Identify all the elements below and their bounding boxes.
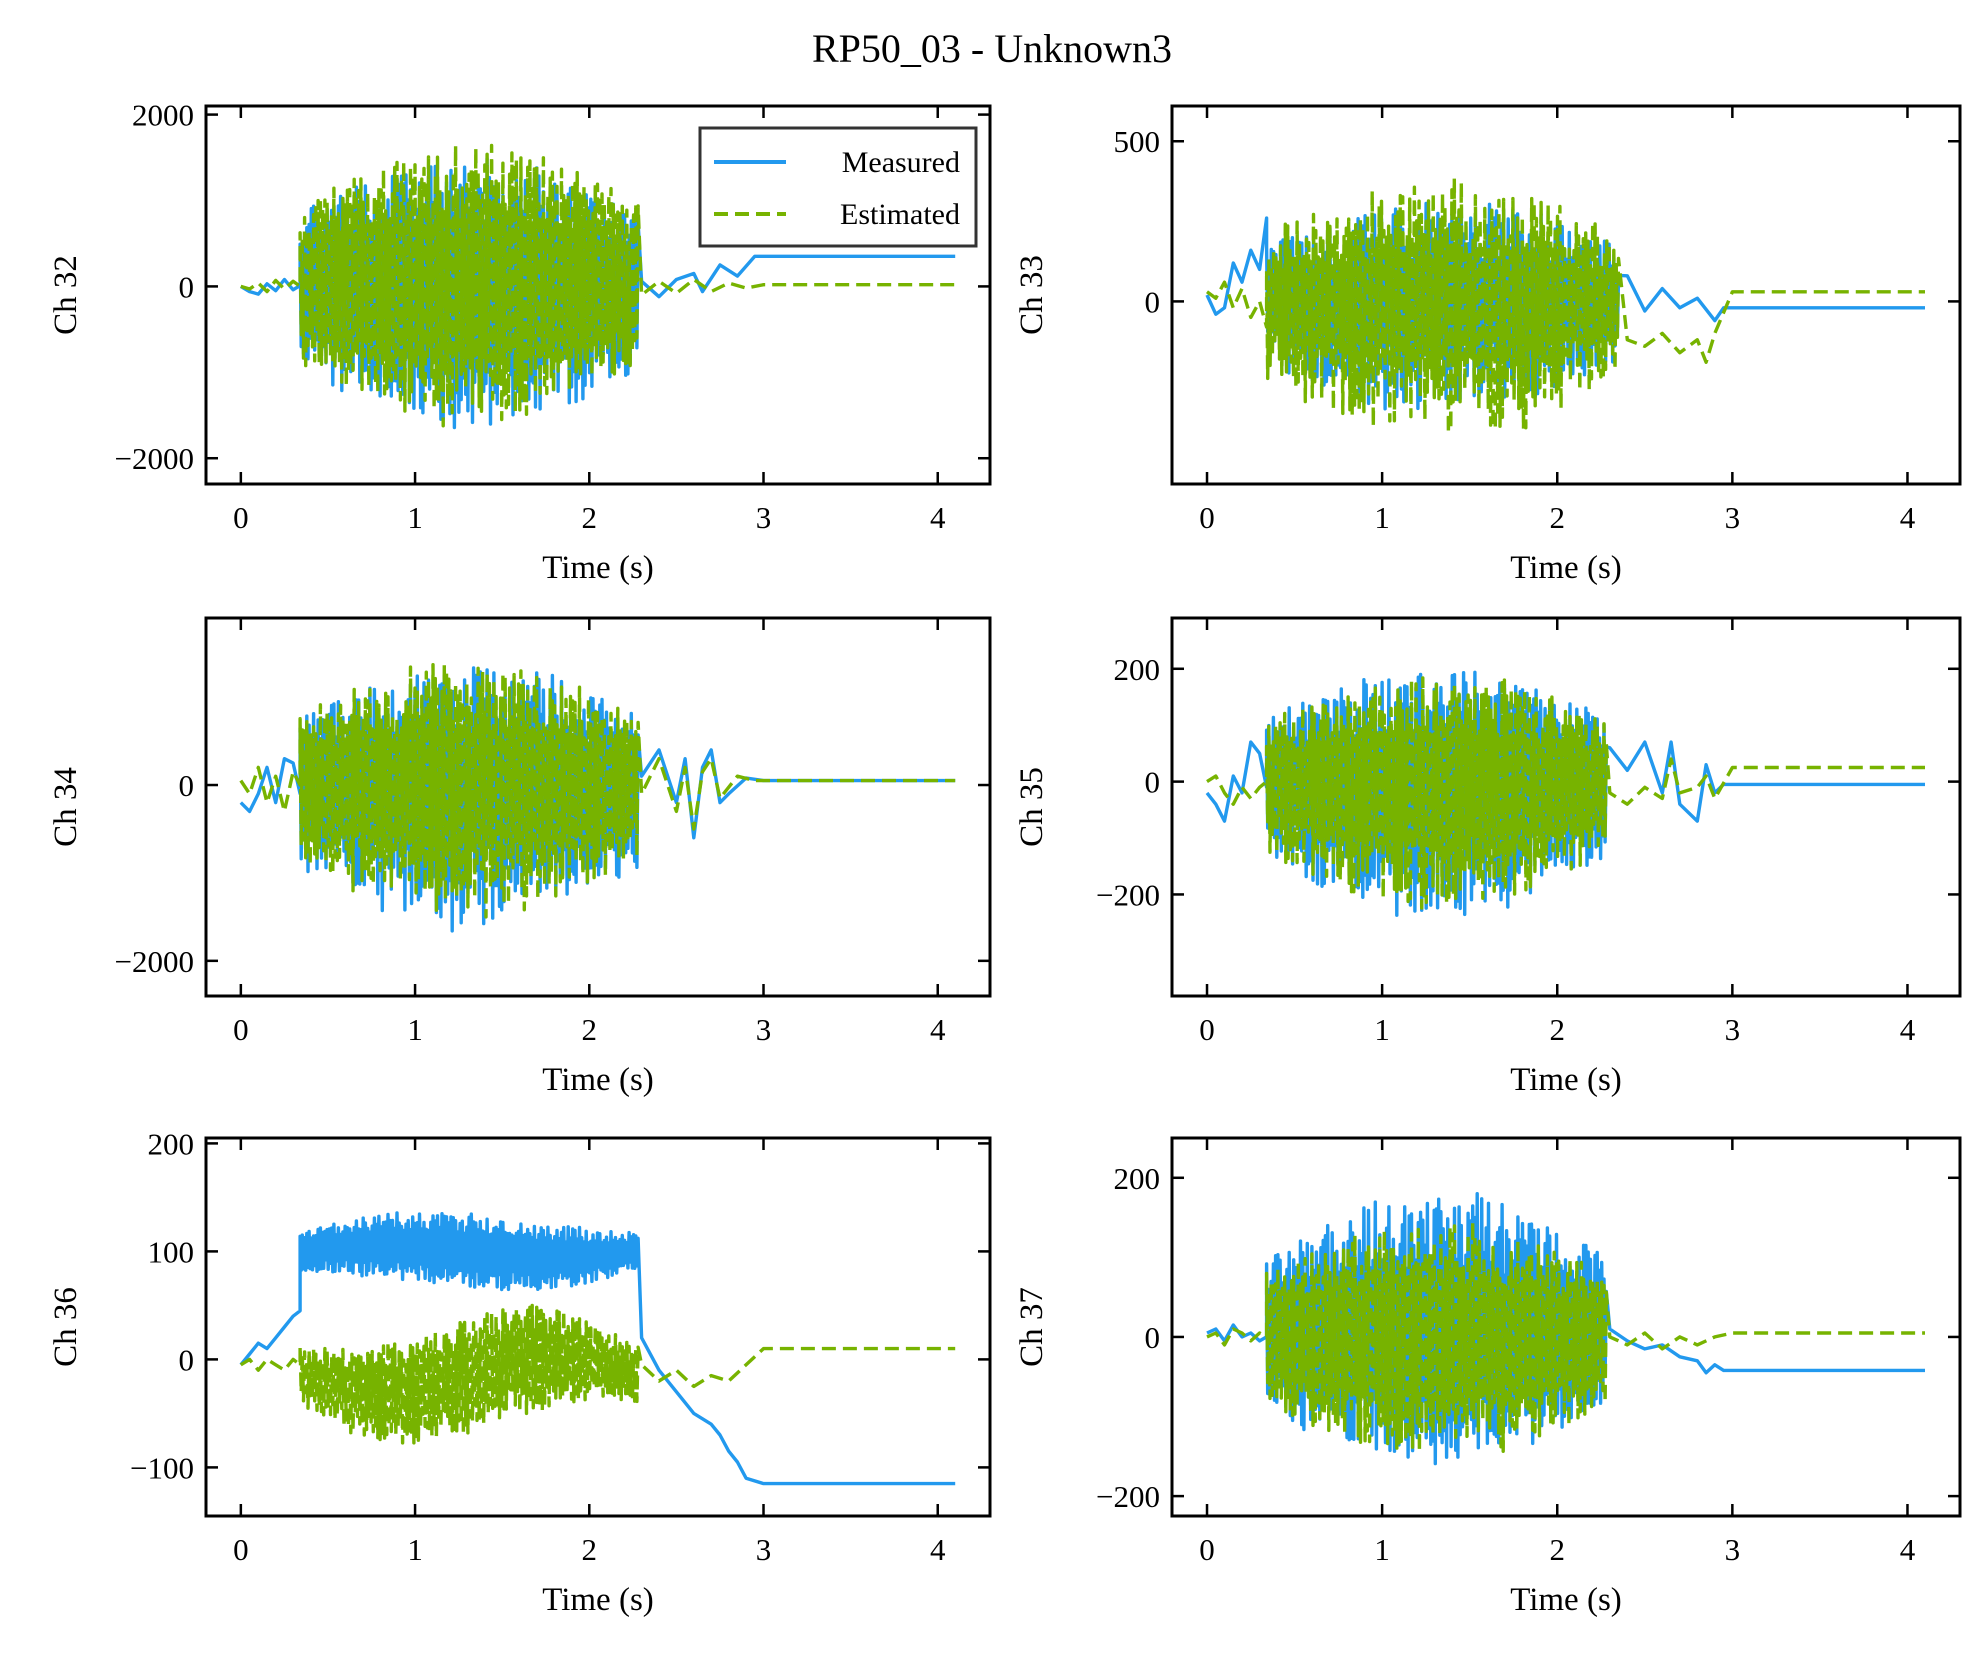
y-tick-label: 200 — [1114, 1161, 1161, 1196]
series-estimated-line — [239, 662, 956, 919]
x-axis-label: Time (s) — [542, 550, 654, 586]
x-tick-label: 2 — [582, 1532, 598, 1567]
y-tick-label: 0 — [1145, 765, 1161, 800]
x-tick-label: 1 — [1374, 500, 1390, 535]
x-tick-label: 0 — [1199, 500, 1215, 535]
legend-box — [698, 126, 978, 248]
x-axis-label: Time (s) — [1510, 1582, 1622, 1618]
legend-label-measured: Measured — [842, 146, 960, 179]
x-axis-label: Time (s) — [1510, 1062, 1622, 1098]
figure-title: RP50_03 - Unknown3 — [812, 26, 1172, 71]
plot-area — [239, 662, 956, 933]
y-axis-label: Ch 36 — [48, 1287, 84, 1367]
y-tick-label: 200 — [148, 1126, 195, 1161]
subplot-ch-32: 0 1 2 3 4 −2000 0 2000 Time (s) Ch 32 — [48, 98, 992, 586]
series-estimated-line — [239, 1303, 956, 1445]
x-axis-label: Time (s) — [542, 1582, 654, 1618]
axes-frame — [204, 616, 992, 998]
plot-area — [239, 143, 956, 430]
x-tick-label: 2 — [1549, 1532, 1565, 1567]
y-tick-label: −2000 — [115, 944, 194, 979]
series-estimated-line — [1206, 1219, 1925, 1454]
y-tick-label: −200 — [1096, 1479, 1160, 1514]
x-tick-label: 3 — [1725, 1532, 1741, 1567]
x-axis-label: Time (s) — [542, 1062, 654, 1098]
axes-frame — [1170, 616, 1962, 998]
x-tick-label: 0 — [1199, 1532, 1215, 1567]
y-tick-label: −2000 — [115, 441, 194, 476]
subplot-ch-33: 0 1 2 3 4 0 500 Time (s) Ch 33 — [1014, 104, 1962, 586]
x-tick-label: 2 — [582, 500, 598, 535]
plot-area — [1205, 670, 1925, 917]
x-tick-label: 3 — [756, 1012, 772, 1047]
x-tick-label: 2 — [582, 1012, 598, 1047]
subplot-ch-35: 0 1 2 3 4 −200 0 200 Time (s) Ch 35 — [1014, 616, 1962, 1098]
y-tick-label: 100 — [148, 1234, 195, 1269]
x-axis-label: Time (s) — [1510, 550, 1622, 586]
x-tick-label: 0 — [233, 1012, 249, 1047]
y-axis-label: Ch 32 — [48, 255, 84, 335]
y-tick-label: 200 — [1114, 652, 1161, 687]
axes-frame — [1170, 104, 1962, 486]
series-estimated-line — [1206, 176, 1925, 436]
x-tick-label: 3 — [756, 500, 772, 535]
series-measured-line — [1206, 1192, 1925, 1466]
x-tick-label: 0 — [233, 1532, 249, 1567]
x-tick-label: 3 — [1725, 500, 1741, 535]
x-tick-label: 4 — [930, 500, 946, 535]
axes-frame — [1170, 1136, 1962, 1518]
x-tick-label: 4 — [930, 1532, 946, 1567]
plot-area — [1206, 1192, 1925, 1466]
subplot-ch-36: 0 1 2 3 4 −100 0 100 200 Time (s) Ch 36 — [48, 1126, 992, 1618]
y-axis-label: Ch 33 — [1014, 255, 1050, 335]
legend: Measured Estimated — [698, 126, 978, 248]
y-tick-label: 0 — [179, 1342, 195, 1377]
y-axis-label: Ch 34 — [48, 767, 84, 847]
axes-frame — [204, 104, 992, 486]
series-estimated-line — [1206, 676, 1925, 910]
x-tick-label: 4 — [1900, 1532, 1916, 1567]
legend-label-estimated: Estimated — [840, 198, 960, 231]
y-axis-label: Ch 35 — [1014, 767, 1050, 847]
x-tick-label: 2 — [1549, 1012, 1565, 1047]
y-tick-label: −200 — [1096, 877, 1160, 912]
y-tick-label: −100 — [130, 1450, 194, 1485]
x-tick-label: 4 — [1900, 500, 1916, 535]
x-tick-label: 3 — [1725, 1012, 1741, 1047]
x-tick-label: 1 — [1374, 1532, 1390, 1567]
axes-frame — [204, 1136, 992, 1518]
y-tick-label: 2000 — [132, 98, 194, 133]
subplot-ch-37: 0 1 2 3 4 −200 0 200 Time (s) Ch 37 — [1014, 1136, 1962, 1618]
y-tick-label: 0 — [179, 768, 195, 803]
x-tick-label: 4 — [930, 1012, 946, 1047]
series-estimated-line — [240, 143, 956, 428]
x-tick-label: 0 — [233, 500, 249, 535]
y-axis-label: Ch 37 — [1014, 1287, 1050, 1367]
x-tick-label: 0 — [1199, 1012, 1215, 1047]
x-tick-label: 4 — [1900, 1012, 1916, 1047]
x-tick-label: 3 — [756, 1532, 772, 1567]
series-measured-line — [239, 1211, 956, 1486]
x-tick-label: 1 — [407, 1012, 423, 1047]
y-tick-label: 0 — [179, 269, 195, 304]
x-tick-label: 1 — [407, 500, 423, 535]
plot-area — [239, 1211, 956, 1486]
plot-area — [1205, 176, 1925, 436]
x-tick-label: 1 — [1374, 1012, 1390, 1047]
y-tick-label: 500 — [1114, 124, 1161, 159]
y-tick-label: 0 — [1145, 1320, 1161, 1355]
subplot-ch-34: 0 1 2 3 4 −2000 0 Time (s) Ch 34 — [48, 616, 992, 1098]
y-tick-label: 0 — [1145, 284, 1161, 319]
x-tick-label: 2 — [1549, 500, 1565, 535]
x-tick-label: 1 — [407, 1532, 423, 1567]
